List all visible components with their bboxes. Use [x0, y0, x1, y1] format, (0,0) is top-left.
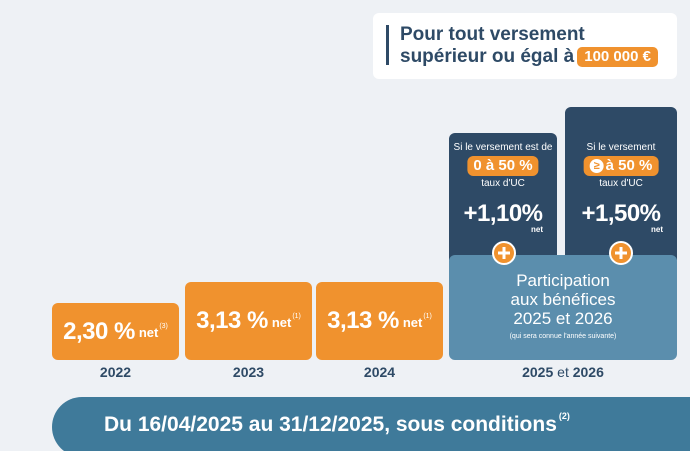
- year-label-2024: 2024: [363, 364, 396, 380]
- option-a-line2: taux d'UC: [481, 178, 525, 189]
- bar-net-label: net(1): [272, 313, 301, 330]
- bar-value-label: 2,30 %: [63, 317, 135, 345]
- bar-net-text: net: [271, 314, 292, 330]
- participation-title: Participation aux bénéfices 2025 et 2026: [449, 271, 677, 328]
- banner-footnote: (2): [558, 411, 570, 421]
- option-b-box: Si le versement ≥ à 50 % taux d'UC +1,50%…: [565, 107, 677, 260]
- year-label-2023: 2023: [232, 364, 265, 380]
- participation-box: Participation aux bénéfices 2025 et 2026…: [449, 255, 677, 360]
- year-2025: 2025: [522, 364, 554, 380]
- option-a-range: 0 à 50 %: [467, 156, 539, 176]
- callout-line2: supérieur ou égal à 100 000 €: [400, 46, 658, 68]
- banner-text-wrap: Du 16/04/2025 au 31/12/2025, sous condit…: [104, 411, 570, 437]
- bar-footnote: (1): [292, 312, 301, 320]
- bar-footnote: (1): [423, 312, 432, 320]
- bar-net-label: net(3): [139, 323, 168, 340]
- plus-icon: [609, 241, 633, 265]
- year-label-2022: 2022: [99, 364, 132, 380]
- year-label-2025-2026: 2025 et 2026: [449, 364, 677, 380]
- gte-icon: ≥: [589, 159, 604, 173]
- bar-2023: 3,13 % net(1): [185, 282, 312, 360]
- option-b-net: net: [651, 225, 663, 234]
- plus-icon: [492, 241, 516, 265]
- bar-net-text: net: [138, 325, 159, 340]
- bar-value-label: 3,13 %: [196, 307, 268, 334]
- option-b-line2: taux d'UC: [599, 178, 643, 189]
- participation-line3: 2025 et 2026: [513, 309, 613, 328]
- callout-amount-badge: 100 000 €: [577, 47, 658, 67]
- bar-footnote: (3): [159, 323, 168, 330]
- bar-2024: 3,13 % net(1): [316, 282, 443, 360]
- bottom-banner: Du 16/04/2025 au 31/12/2025, sous condit…: [52, 397, 690, 451]
- year-2026: 2026: [572, 364, 604, 380]
- bar-value-label: 3,13 %: [327, 307, 399, 334]
- option-b-range-badge: ≥ à 50 %: [583, 156, 659, 176]
- year-et: et: [557, 364, 569, 380]
- callout-line1: Pour tout versement: [400, 24, 585, 45]
- callout-accent-bar: [386, 25, 389, 65]
- option-b-range: à 50 %: [605, 157, 653, 174]
- option-a-net: net: [531, 225, 543, 234]
- option-a-rate: +1,10%: [463, 200, 543, 227]
- bar-net-text: net: [402, 314, 423, 330]
- callout-line2-text: supérieur ou égal à: [400, 46, 575, 67]
- participation-note: (qui sera connue l'année suivante): [509, 333, 617, 340]
- option-b-line1: Si le versement: [586, 142, 656, 153]
- participation-line1: Participation: [516, 271, 610, 290]
- bar-2022: 2,30 % net(3): [52, 303, 179, 360]
- bar-net-label: net(1): [403, 313, 432, 330]
- participation-line2: aux bénéfices: [510, 290, 616, 309]
- option-a-line1: Si le versement est de: [453, 142, 553, 153]
- option-a-box: Si le versement est de 0 à 50 % taux d'U…: [449, 133, 557, 260]
- option-b-rate: +1,50%: [581, 200, 661, 227]
- banner-text: Du 16/04/2025 au 31/12/2025, sous condit…: [104, 413, 557, 436]
